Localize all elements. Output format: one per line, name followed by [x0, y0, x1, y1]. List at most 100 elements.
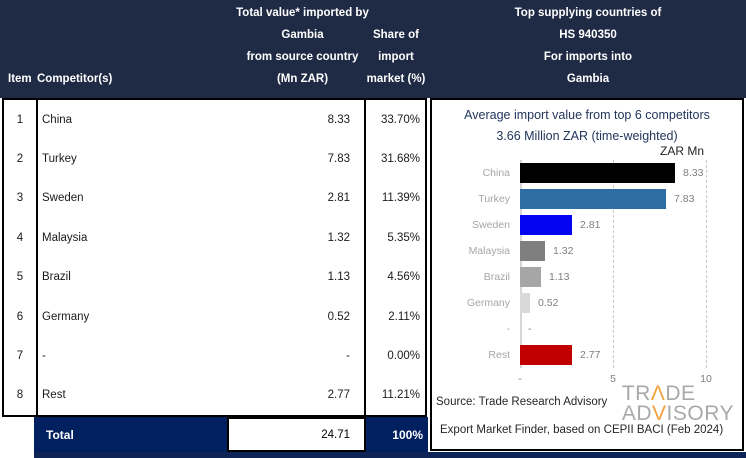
table-row: 8 Rest 2.77 11.21%	[4, 375, 425, 415]
share-header-line: market (%)	[366, 73, 426, 85]
cell-item: 7	[4, 336, 38, 376]
category-label: Rest	[488, 349, 510, 361]
cell-value: 2.81	[327, 192, 350, 205]
cell-competitor: Sweden	[42, 192, 84, 205]
cell-share: 11.39%	[364, 178, 425, 219]
cell-competitor: Rest	[42, 389, 66, 402]
value-label: 2.81	[580, 219, 601, 231]
value-bar	[520, 215, 572, 235]
table-row: 2 Turkey 7.83 31.68%	[4, 139, 425, 179]
panel-header-line: Gambia	[566, 73, 610, 85]
bottom-navy-strip	[34, 452, 746, 458]
chart-row: Brazil 1.13	[432, 264, 742, 290]
value-label: 2.77	[580, 349, 601, 361]
chart-row: Sweden 2.81	[432, 212, 742, 238]
chart-row: - -	[432, 316, 742, 342]
category-label: Germany	[466, 297, 510, 309]
category-label: China	[482, 167, 510, 179]
panel-header-line: Top supplying countries of	[514, 7, 662, 19]
value-label: 0.52	[538, 297, 559, 309]
cell-competitor: Malaysia	[42, 231, 88, 244]
value-label: 1.32	[553, 245, 574, 257]
chart-subtitle: 3.66 Million ZAR (time-weighted)	[496, 129, 678, 143]
value-bar	[520, 241, 545, 261]
cell-item: 8	[4, 375, 38, 415]
cell-share: 5.35%	[364, 218, 425, 258]
value-label: -	[528, 323, 532, 335]
cell-share: 2.11%	[364, 296, 425, 337]
table-row: 3 Sweden 2.81 11.39%	[4, 178, 425, 219]
value-bar	[520, 345, 572, 365]
panel-header-line: HS 940350	[559, 29, 617, 41]
cell-share: 33.70%	[364, 100, 425, 140]
cell-share: 31.68%	[364, 139, 425, 179]
table-row: 4 Malaysia 1.32 5.35%	[4, 218, 425, 258]
column-header-item: Item	[8, 73, 32, 85]
cell-item: 3	[4, 178, 38, 219]
bar-chart: China 8.33 Turkey 7.83 Sweden 2.81 Malay…	[432, 160, 742, 368]
category-label: Brazil	[483, 271, 510, 283]
cell-item: 2	[4, 139, 38, 179]
cell-share: 0.00%	[364, 336, 425, 376]
value-header-line: from source country	[246, 51, 359, 63]
cell-share: 4.56%	[364, 257, 425, 297]
cell-value: 1.13	[327, 271, 350, 284]
gridline-5	[613, 160, 614, 368]
logo-accent-caret: Λ	[650, 382, 666, 405]
logo-line-1: TRΛDE	[621, 382, 696, 405]
chart-panel: Average import value from top 6 competit…	[430, 98, 744, 451]
cell-competitor: China	[42, 113, 73, 126]
value-bar	[520, 163, 675, 183]
logo-accent-v: V	[652, 402, 667, 425]
column-header-competitor: Competitor(s)	[37, 73, 113, 85]
cell-competitor: Turkey	[42, 153, 77, 166]
total-label: Total	[34, 417, 227, 452]
table-row: 5 Brazil 1.13 4.56%	[4, 257, 425, 297]
chart-title: Average import value from top 6 competit…	[464, 108, 710, 122]
cell-competitor: Brazil	[42, 271, 71, 284]
value-bar	[520, 293, 530, 313]
cell-item: 5	[4, 257, 38, 297]
gridline-10	[706, 160, 707, 368]
cell-competitor: -	[42, 349, 46, 362]
category-label: Turkey	[478, 193, 510, 205]
chart-row: Germany 0.52	[432, 290, 742, 316]
axis-unit-label: ZAR Mn	[659, 144, 704, 158]
chart-row: Rest 2.77	[432, 342, 742, 368]
table-header-band: Item Competitor(s) Total value* imported…	[0, 0, 746, 98]
value-header-line: Gambia	[281, 29, 324, 41]
category-label: -	[506, 323, 511, 335]
column-header-share: Share of import market (%)	[352, 24, 440, 90]
chart-row: Turkey 7.83	[432, 186, 742, 212]
value-label: 8.33	[683, 167, 704, 179]
source-line-2: Export Market Finder, based on CEPII BAC…	[440, 424, 724, 436]
cell-value: 1.32	[327, 231, 350, 244]
cell-value: -	[346, 349, 350, 362]
cell-share: 11.21%	[364, 375, 425, 415]
cell-item: 6	[4, 296, 38, 337]
share-header-line: import	[378, 51, 414, 63]
tick-five: 5	[610, 373, 616, 385]
category-label: Malaysia	[468, 245, 510, 257]
chart-row: Malaysia 1.32	[432, 238, 742, 264]
source-line-1: Source: Trade Research Advisory	[436, 396, 608, 408]
trade-advisory-logo: TRΛDE ADVISORY	[621, 382, 734, 425]
column-header-value: Total value* imported by Gambia from sou…	[195, 2, 410, 90]
tick-zero: -	[518, 373, 522, 385]
cell-value: 8.33	[327, 113, 350, 126]
value-label: 1.13	[549, 271, 570, 283]
x-axis-ticks: - 5 10	[432, 373, 742, 387]
value-bar	[520, 267, 541, 287]
cell-competitor: Germany	[42, 310, 90, 323]
value-header-line: Total value* imported by	[236, 7, 369, 19]
value-bar	[520, 189, 666, 209]
cell-item: 1	[4, 100, 38, 140]
cell-value: 7.83	[327, 153, 350, 166]
cell-value: 0.52	[327, 310, 350, 323]
table-row: 7 - - 0.00%	[4, 336, 425, 376]
share-header-line: Share of	[372, 29, 419, 41]
chart-panel-header: Top supplying countries of HS 940350 For…	[440, 2, 736, 90]
table-row: 1 China 8.33 33.70%	[4, 100, 425, 140]
total-value: 24.71	[227, 417, 366, 452]
